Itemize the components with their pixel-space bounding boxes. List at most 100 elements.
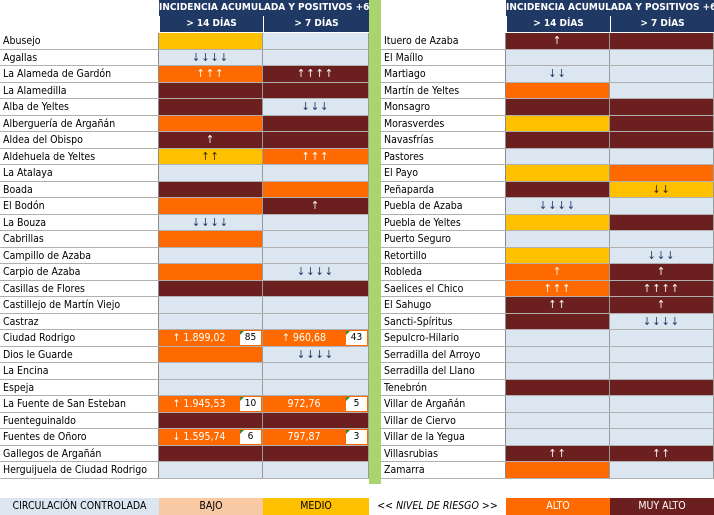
table-row: Puebla de Azaba ↓↓↓↓	[381, 198, 714, 215]
incidence-cell-14-days	[159, 313, 263, 329]
trend-arrows: ↓↓↓	[301, 100, 330, 113]
incidence-cell-7-days: ↓↓↓↓	[263, 346, 369, 362]
incidence-cell-14-days	[159, 231, 263, 247]
trend-arrows: ↑↑	[548, 298, 567, 311]
incidence-cell-14-days	[506, 412, 610, 428]
table-row: Herguijuela de Ciudad Rodrigo	[0, 462, 369, 479]
incidence-value: ↑ 960,68	[282, 332, 326, 344]
table-row: Agallas ↓↓↓↓	[0, 49, 369, 66]
trend-arrows: ↓↓↓↓	[642, 314, 681, 328]
header-14-days: > 14 DÍAS	[506, 16, 610, 32]
incidence-cell-14-days	[506, 396, 610, 412]
trend-arrows: ↓↓↓	[647, 248, 676, 262]
incidence-cell-14-days	[506, 148, 610, 164]
incidence-cell-7-days	[610, 412, 714, 428]
municipality-name: Castillejo de Martín Viejo	[0, 297, 159, 313]
municipality-name: Tenebrón	[381, 379, 506, 395]
municipality-name: Gallegos de Argañán	[0, 445, 159, 461]
incidence-cell-14-days	[506, 231, 610, 247]
incidence-value: ↑ 1.899,02	[172, 332, 226, 344]
municipality-name: Villasrubias	[381, 445, 506, 461]
positives-count: 10	[240, 397, 261, 411]
incidence-cell-14-days: ↓↓↓↓	[506, 198, 610, 214]
incidence-cell-7-days	[263, 280, 369, 296]
table-row: Alberguería de Argañán	[0, 115, 369, 132]
incidence-cell-7-days	[610, 330, 714, 346]
incidence-cell-7-days	[263, 363, 369, 379]
legend-very-high: MUY ALTO	[610, 498, 714, 515]
table-row: Zamarra	[381, 462, 714, 479]
table-row: Serradilla del Llano	[381, 363, 714, 380]
incidence-cell-14-days	[506, 99, 610, 115]
incidence-cell-14-days	[506, 165, 610, 181]
incidence-cell-14-days: ↑↑↑	[506, 280, 610, 296]
municipality-name: Agallas	[0, 49, 159, 65]
incidence-cell-7-days	[610, 33, 714, 49]
municipality-name: Villar de Argañán	[381, 396, 506, 412]
municipality-name: Peñaparda	[381, 181, 506, 197]
incidence-cell-7-days: ↓↓↓↓	[263, 264, 369, 280]
municipality-name: Martín de Yeltes	[381, 82, 506, 98]
incidence-cell-14-days	[506, 429, 610, 445]
incidence-cell-14-days: ↑	[506, 264, 610, 280]
incidence-cell-14-days	[506, 346, 610, 362]
table-row: Tenebrón	[381, 379, 714, 396]
incidence-cell-7-days	[263, 462, 369, 478]
incidence-cell-14-days: ↓↓↓↓	[159, 214, 263, 230]
incidence-cell-14-days	[506, 181, 610, 197]
table-row: La Alamedilla	[0, 82, 369, 99]
incidence-cell-7-days	[610, 231, 714, 247]
incidence-cell-7-days	[610, 82, 714, 98]
municipality-name: El Sahugo	[381, 297, 506, 313]
incidence-cell-14-days	[506, 330, 610, 346]
incidence-cell-14-days	[159, 412, 263, 428]
incidence-cell-7-days	[610, 165, 714, 181]
trend-arrows: ↑↑	[652, 446, 671, 460]
table-row: Retortillo ↓↓↓	[381, 247, 714, 264]
incidence-cell-14-days: ↓↓	[506, 66, 610, 82]
incidence-cell-7-days	[610, 379, 714, 395]
incidence-cell-7-days	[263, 33, 369, 49]
table-row: Villasrubias ↑↑ ↑↑	[381, 445, 714, 462]
incidence-cell-7-days	[610, 49, 714, 65]
incidence-cell-7-days	[610, 99, 714, 115]
incidence-cell-14-days: ↑	[506, 33, 610, 49]
incidence-cell-14-days	[506, 247, 610, 263]
incidence-cell-7-days	[610, 396, 714, 412]
incidence-value: 972,76	[287, 398, 321, 410]
incidence-cell-14-days	[506, 462, 610, 478]
incidence-cell-7-days	[263, 313, 369, 329]
table-row: La Fuente de San Esteban ↑ 1.945,53 10 972,…	[0, 396, 369, 413]
header-14-days: > 14 DÍAS	[159, 16, 263, 32]
incidence-cell-7-days: 797,87 3	[263, 429, 369, 445]
incidence-cell-14-days	[159, 346, 263, 362]
table-row: Pastores	[381, 148, 714, 165]
incidence-cell-7-days	[263, 231, 369, 247]
incidence-cell-7-days	[263, 297, 369, 313]
incidence-cell-7-days	[610, 132, 714, 148]
table-row: Alba de Yeltes ↓↓↓	[0, 99, 369, 116]
table-row: Sepulcro-Hilario	[381, 330, 714, 347]
table-row: Espeja	[0, 379, 369, 396]
header-blank	[0, 0, 159, 33]
incidence-cell-14-days	[159, 247, 263, 263]
table-row: Casillas de Flores	[0, 280, 369, 297]
incidence-cell-7-days	[610, 148, 714, 164]
municipality-name: Aldehuela de Yeltes	[0, 148, 159, 164]
trend-arrows: ↓↓	[548, 67, 567, 80]
incidence-cell-14-days	[159, 198, 263, 214]
table-row: Ciudad Rodrigo ↑ 1.899,02 85 ↑ 960,68 43	[0, 330, 369, 347]
table-row: Puerto Seguro	[381, 231, 714, 248]
trend-arrows: ↑	[310, 199, 321, 212]
municipality-name: La Atalaya	[0, 165, 159, 181]
incidence-value: ↓ 1.595,74	[172, 431, 226, 443]
trend-arrows: ↑↑↑↑	[296, 67, 335, 80]
table-row: El Sahugo ↑↑ ↑	[381, 297, 714, 314]
incidence-cell-7-days	[610, 346, 714, 362]
municipality-name: Sepulcro-Hilario	[381, 330, 506, 346]
table-row: Dios le Guarde ↓↓↓↓	[0, 346, 369, 363]
table-row: Villar de Ciervo	[381, 412, 714, 429]
table-row: Navasfrías	[381, 132, 714, 149]
municipality-name: Villar de Ciervo	[381, 412, 506, 428]
table-row: El Maíllo	[381, 49, 714, 66]
